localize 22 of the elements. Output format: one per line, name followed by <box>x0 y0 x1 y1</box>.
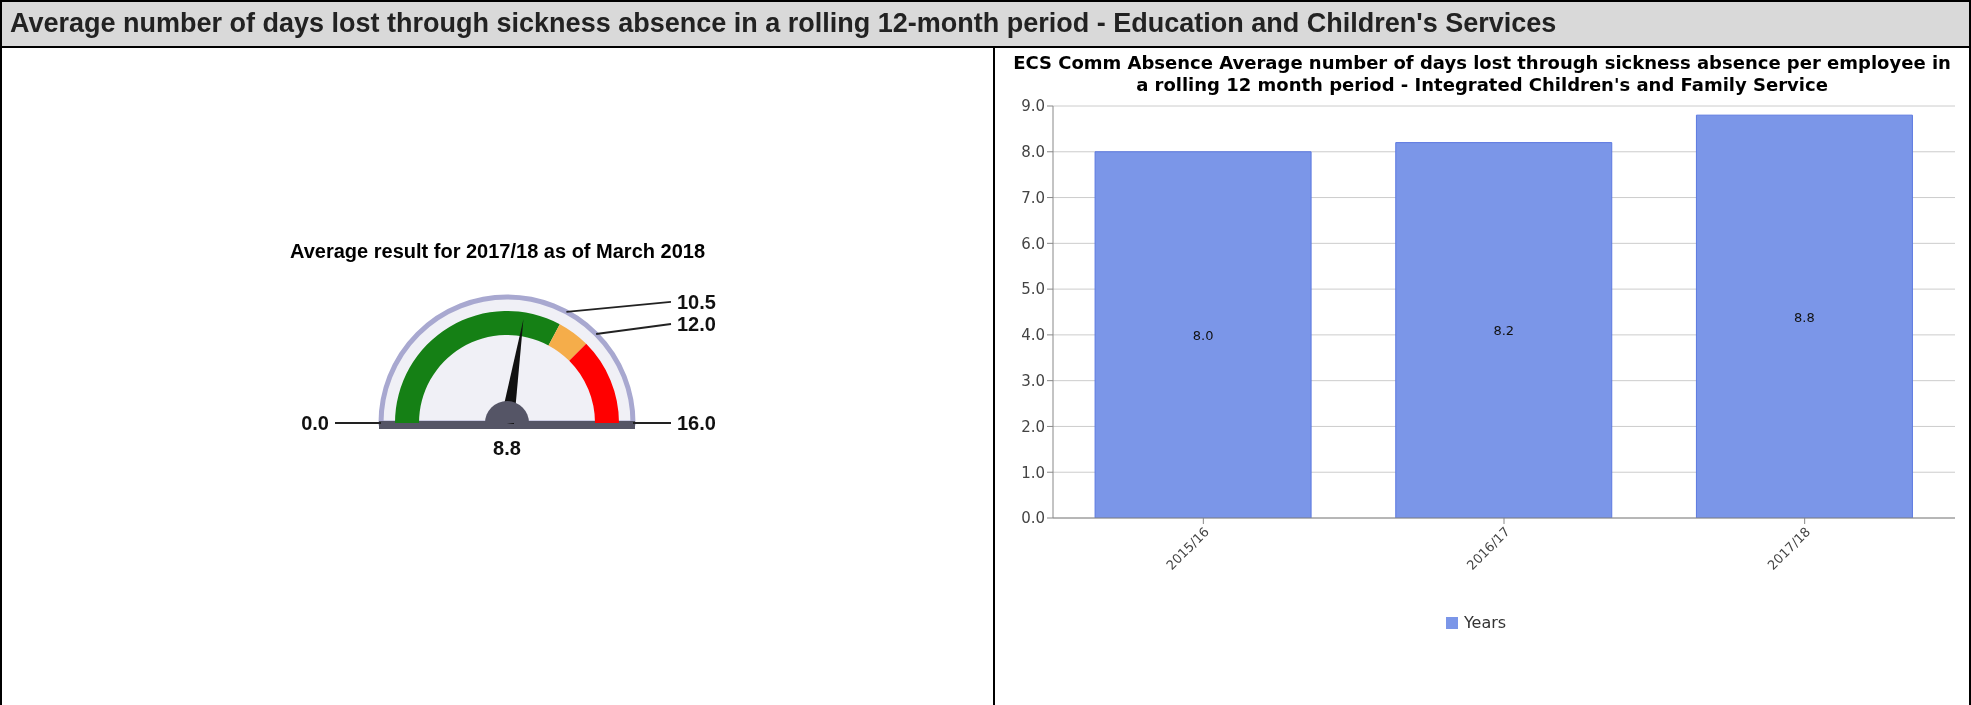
text: 16.0 <box>677 412 716 434</box>
y-tick-label: 9.0 <box>1021 97 1045 116</box>
y-tick-label: 1.0 <box>1021 463 1045 482</box>
data-label: 8.8 <box>1794 309 1815 325</box>
text: 10.5 <box>677 290 716 313</box>
data-label: 8.2 <box>1493 323 1515 339</box>
data-label: 8.8 <box>493 437 521 459</box>
text: Average number of days lost through sickness absence in a rolling 12-month period - Education and Children's Services <box>0 0 1971 48</box>
data-label: 8.0 <box>1192 327 1214 343</box>
text: 12.0 <box>677 312 716 335</box>
y-tick-label: 8.0 <box>1021 143 1045 162</box>
y-tick-label: 5.0 <box>1021 280 1045 299</box>
y-tick-label: 2.0 <box>1021 417 1045 436</box>
chart-title: ECS Comm Absence Average number of days lost through sickness absence per employee in a rolling 12 month period - Integrated Children's and Family Service <box>1012 52 1952 96</box>
text: Average result for 2017/18 as of March 2018 <box>289 240 706 263</box>
text: 0.0 <box>301 412 329 434</box>
y-tick-label: 6.0 <box>1021 234 1045 253</box>
y-tick-label: 3.0 <box>1021 371 1045 390</box>
text: Years <box>1463 613 1507 632</box>
y-tick-label: 7.0 <box>1021 188 1045 207</box>
y-tick-label: 4.0 <box>1021 326 1045 345</box>
y-tick-label: 0.0 <box>1021 509 1045 528</box>
